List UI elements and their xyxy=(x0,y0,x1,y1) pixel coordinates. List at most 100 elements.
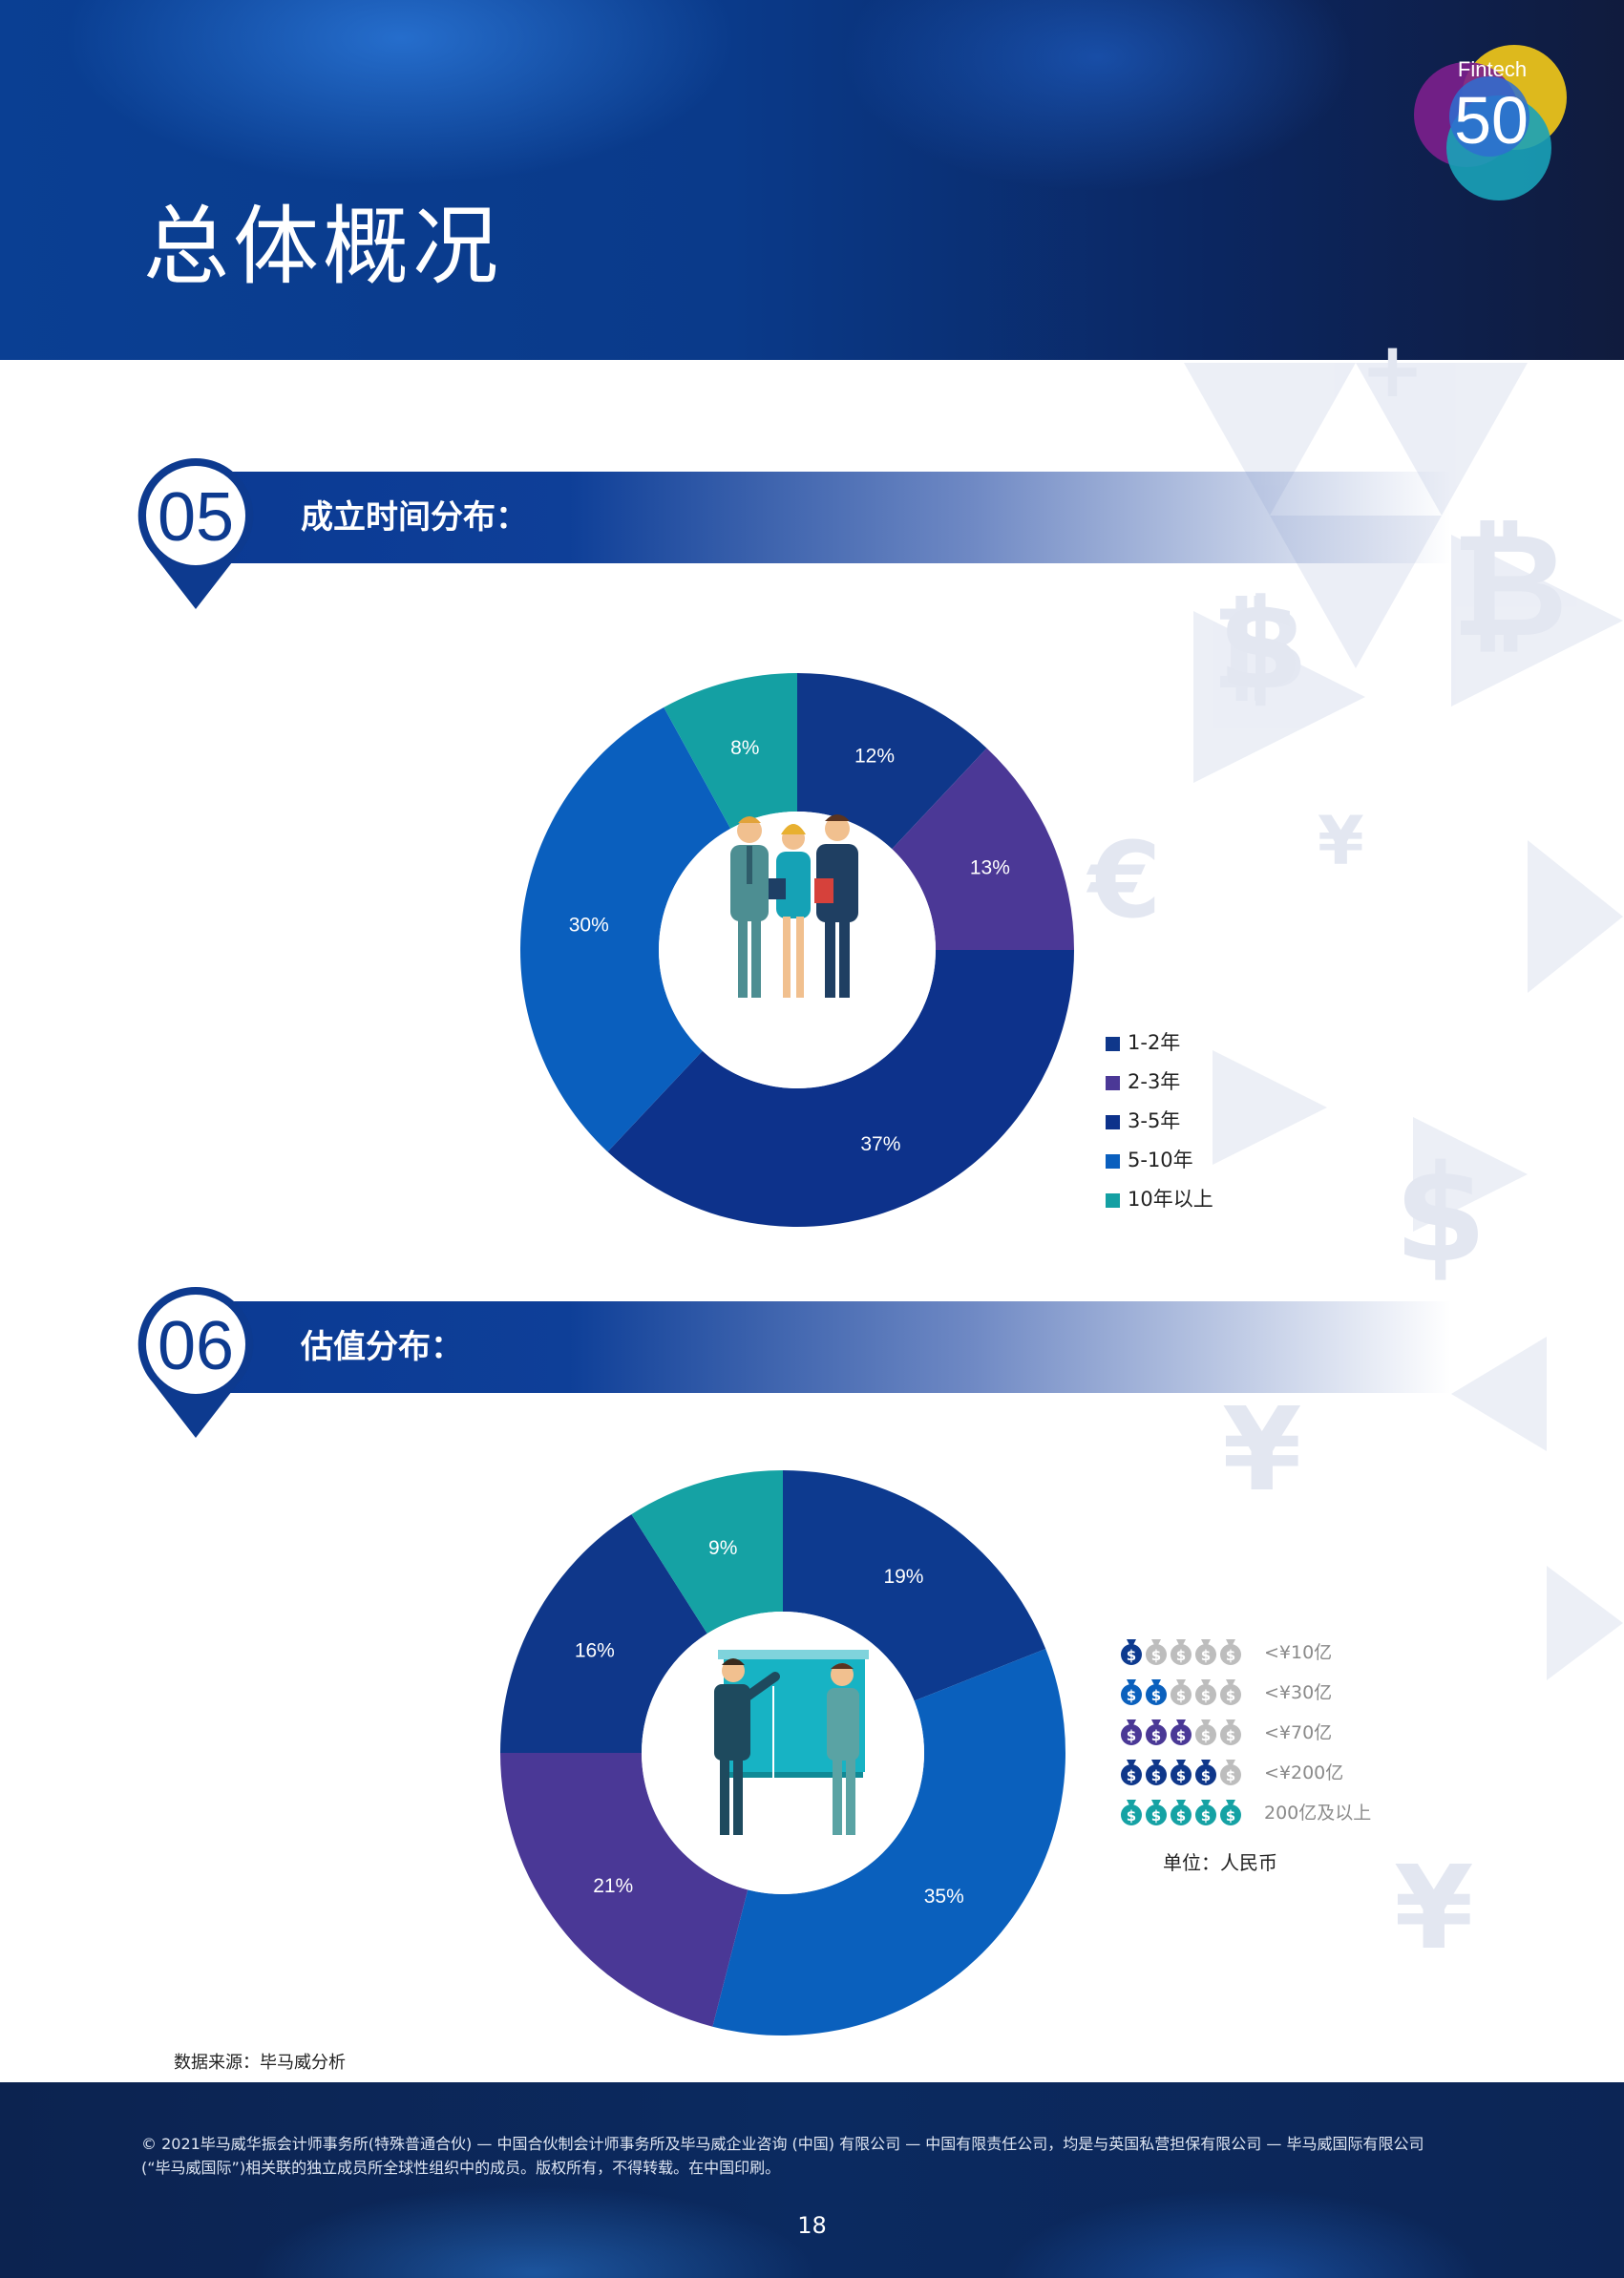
money-bag-icon: $ xyxy=(1146,1719,1167,1745)
svg-text:$: $ xyxy=(1151,1807,1161,1825)
slice-value-label: 16% xyxy=(575,1640,615,1662)
section-05-number: 05 xyxy=(158,479,234,556)
data-source: 数据来源：毕马威分析 xyxy=(174,2053,346,2073)
legend-label: 5-10年 xyxy=(1128,1149,1193,1171)
svg-text:¥: ¥ xyxy=(1318,802,1364,880)
slice-value-label: 21% xyxy=(593,1875,633,1897)
legend-label: 10年以上 xyxy=(1128,1188,1213,1211)
svg-text:$: $ xyxy=(1127,1647,1136,1664)
donut-slice xyxy=(520,707,731,1152)
legend-label: 1-2年 xyxy=(1128,1031,1181,1054)
svg-text:$: $ xyxy=(1226,1647,1235,1664)
svg-text:$: $ xyxy=(1201,1687,1211,1704)
money-bag-icon: $ xyxy=(1121,1639,1142,1665)
legend-label: 3-5年 xyxy=(1128,1109,1181,1132)
slice-value-label: 8% xyxy=(730,737,759,759)
svg-text:$: $ xyxy=(1127,1727,1136,1744)
money-bag-icon: $ xyxy=(1146,1639,1167,1665)
money-bag-icon: $ xyxy=(1171,1679,1192,1705)
money-bag-icon: $ xyxy=(1171,1639,1192,1665)
logo-text: Fintech xyxy=(1458,57,1527,81)
money-bag-icon: $ xyxy=(1121,1760,1142,1785)
donut-slice xyxy=(500,1514,707,1753)
slice-value-label: 9% xyxy=(708,1537,737,1559)
donut-slice xyxy=(797,673,987,850)
presentation-illustration xyxy=(714,1650,869,1835)
logo-number: 50 xyxy=(1454,83,1529,158)
slice-value-label: 37% xyxy=(860,1133,900,1155)
copyright-line: © 2021毕马威华振会计师事务所(特殊普通合伙) — 中国合伙制会计师事务所及… xyxy=(141,2135,1424,2153)
legend-label: <¥30亿 xyxy=(1264,1682,1333,1703)
money-bag-icons: $ $ $ $ $ xyxy=(1121,1760,1241,1785)
donut-slice xyxy=(500,1753,749,2027)
svg-text:₿: ₿ xyxy=(1451,503,1568,669)
money-bag-icon: $ xyxy=(1171,1760,1192,1785)
svg-text:€: € xyxy=(1086,819,1162,941)
money-bag-icon: $ xyxy=(1195,1679,1216,1705)
money-bag-icon: $ xyxy=(1220,1639,1241,1665)
svg-text:$: $ xyxy=(1217,572,1303,717)
business-team-illustration xyxy=(730,814,858,998)
section-06-number: 06 xyxy=(158,1308,234,1384)
svg-text:$: $ xyxy=(1127,1687,1136,1704)
copyright-line: (“毕马威国际”)相关联的独立成员所全球性组织中的成员。版权所有，不得转载。在中… xyxy=(141,2159,781,2177)
svg-text:$: $ xyxy=(1201,1727,1211,1744)
section-06-number-pin: 06 xyxy=(137,1286,254,1438)
unit-note: 单位：人民币 xyxy=(1163,1851,1277,1874)
founding-time-donut-chart: 12% 13% 37% 30% 8% xyxy=(520,673,1074,1227)
page-footer: © 2021毕马威华振会计师事务所(特殊普通合伙) — 中国合伙制会计师事务所及… xyxy=(0,2082,1624,2278)
legend-swatch xyxy=(1106,1076,1120,1090)
money-bag-icon: $ xyxy=(1195,1760,1216,1785)
money-bag-icon: $ xyxy=(1195,1639,1216,1665)
svg-text:$: $ xyxy=(1176,1687,1186,1704)
donut-slice xyxy=(892,748,1074,950)
money-bag-icons: $ $ $ $ $ xyxy=(1121,1719,1241,1745)
svg-text:$: $ xyxy=(1151,1727,1161,1744)
page-number: 18 xyxy=(797,2212,827,2239)
money-bag-icon: $ xyxy=(1171,1719,1192,1745)
legend-label: <¥70亿 xyxy=(1264,1722,1333,1743)
svg-text:$: $ xyxy=(1127,1767,1136,1784)
svg-text:¥: ¥ xyxy=(1222,1384,1302,1517)
svg-text:$: $ xyxy=(1176,1807,1186,1825)
svg-text:$: $ xyxy=(1226,1767,1235,1784)
svg-text:$: $ xyxy=(1226,1727,1235,1744)
section-05-title: 成立时间分布： xyxy=(301,498,528,537)
svg-text:$: $ xyxy=(1201,1807,1211,1825)
legend-swatch xyxy=(1106,1037,1120,1051)
svg-text:$: $ xyxy=(1151,1647,1161,1664)
donut-slice xyxy=(664,673,797,829)
money-bag-icon: $ xyxy=(1220,1679,1241,1705)
slice-value-label: 30% xyxy=(569,914,609,936)
svg-text:$: $ xyxy=(1226,1687,1235,1704)
legend-swatch xyxy=(1106,1115,1120,1129)
money-bag-icons: $ $ $ $ $ xyxy=(1121,1679,1241,1705)
svg-text:$: $ xyxy=(1151,1687,1161,1704)
section-05-number-pin: 05 xyxy=(137,457,254,609)
svg-text:$: $ xyxy=(1394,1137,1487,1293)
fintech50-logo: Fintech 50 xyxy=(1414,45,1567,200)
copyright-text: © 2021毕马威华振会计师事务所(特殊普通合伙) — 中国合伙制会计师事务所及… xyxy=(141,2132,1497,2180)
svg-text:$: $ xyxy=(1201,1647,1211,1664)
donut-slice xyxy=(607,950,1074,1227)
svg-text:$: $ xyxy=(1226,1807,1235,1825)
legend-swatch xyxy=(1106,1193,1120,1208)
page-title: 总体概况 xyxy=(143,197,502,297)
money-bag-icon: $ xyxy=(1220,1760,1241,1785)
money-bag-icon: $ xyxy=(1171,1800,1192,1825)
money-bag-icon: $ xyxy=(1121,1719,1142,1745)
donut-slice xyxy=(631,1470,783,1635)
svg-text:$: $ xyxy=(1151,1767,1161,1784)
svg-text:$: $ xyxy=(1176,1767,1186,1784)
slice-value-label: 12% xyxy=(854,745,895,767)
money-bag-icon: $ xyxy=(1220,1719,1241,1745)
legend-label: <¥10亿 xyxy=(1264,1642,1333,1663)
page-header: 总体概况 Fintech 50 xyxy=(0,0,1624,360)
legend-label: 200亿及以上 xyxy=(1264,1803,1372,1824)
section-06-band: 估值分布： xyxy=(191,1301,1451,1393)
money-bag-icons: $ $ $ $ $ xyxy=(1121,1639,1241,1665)
slice-value-label: 13% xyxy=(970,857,1010,879)
legend-label: <¥200亿 xyxy=(1264,1762,1344,1783)
svg-text:¥: ¥ xyxy=(1394,1843,1474,1975)
slice-value-label: 35% xyxy=(924,1886,964,1908)
